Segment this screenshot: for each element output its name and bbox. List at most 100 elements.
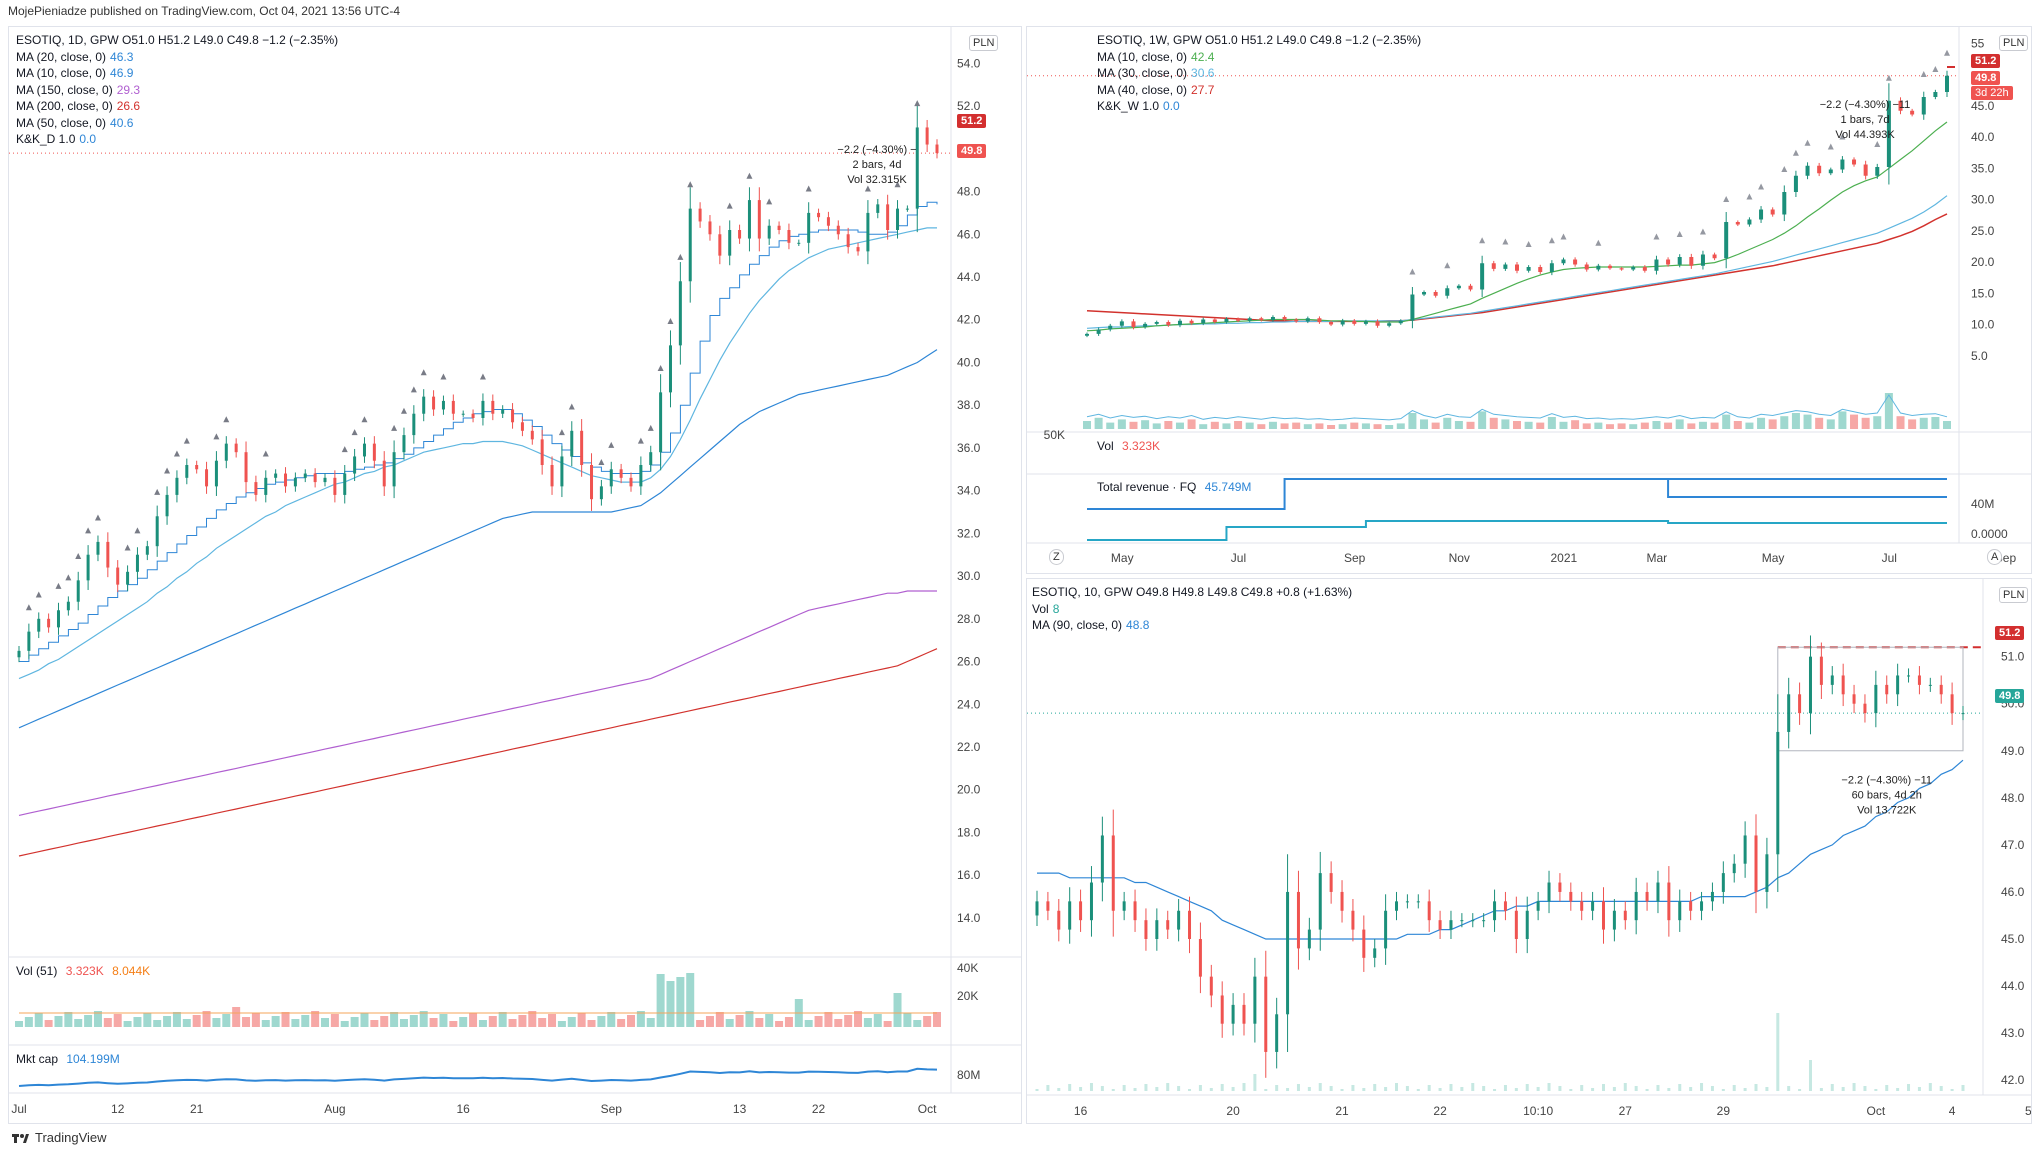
daily-legend-key: MA (150, close, 0) bbox=[16, 82, 113, 97]
daily-candle bbox=[619, 469, 623, 478]
weekly-zoom-button[interactable]: Z bbox=[1049, 549, 1064, 565]
daily-candle bbox=[609, 469, 613, 487]
weekly-x-tick-label: Sep bbox=[1344, 551, 1366, 565]
daily-mktcap-legend: Mkt cap 104.199M bbox=[16, 1052, 120, 1066]
daily-volume-bar bbox=[587, 1020, 596, 1027]
daily-candle bbox=[501, 409, 505, 414]
daily-kk-marker bbox=[400, 407, 407, 414]
daily-kk-marker bbox=[351, 429, 358, 436]
intraday-candle bbox=[1449, 920, 1453, 930]
weekly-volume-ma-line bbox=[1086, 394, 1948, 421]
daily-chart-panel[interactable]: 54.0 52.0 48.0 46.0 44.0 42.0 40.0 38.0 36.0 34.0… bbox=[8, 26, 1022, 1124]
weekly-auto-scale-button[interactable]: A bbox=[1987, 549, 2003, 565]
weekly-candle bbox=[1085, 333, 1089, 336]
daily-volume-bar bbox=[863, 1018, 872, 1027]
weekly-kk-marker bbox=[1676, 231, 1683, 237]
daily-volume-bar bbox=[123, 1021, 132, 1027]
daily-ma50-line bbox=[18, 349, 938, 729]
weekly-kk-marker bbox=[1444, 262, 1451, 269]
daily-kk-marker bbox=[35, 591, 42, 598]
intraday-currency-badge[interactable]: PLN bbox=[1999, 587, 2029, 603]
weekly-y-tick-label: 5.0 bbox=[1971, 349, 1988, 363]
daily-volume-bar bbox=[409, 1015, 418, 1027]
weekly-x-tick-label: May bbox=[1762, 551, 1785, 565]
intraday-candle bbox=[1035, 901, 1039, 916]
weekly-chart-panel[interactable]: 55 45.0 40.0 35.0 30.0 25.0 20.0 15.0 10.0 5.0 May… bbox=[1026, 26, 2032, 574]
daily-volume-bar bbox=[399, 1019, 408, 1027]
daily-x-tick-label: 13 bbox=[733, 1102, 747, 1116]
intraday-y-tick-label: 49.0 bbox=[2001, 744, 2025, 758]
intraday-y-tick-label: 48.0 bbox=[2001, 791, 2025, 805]
weekly-volume-bar bbox=[1431, 422, 1440, 429]
daily-kk-marker bbox=[637, 437, 644, 444]
intraday-candle bbox=[1089, 882, 1093, 921]
weekly-kk-marker bbox=[1723, 196, 1730, 202]
intraday-volume-bar bbox=[1395, 1083, 1399, 1091]
weekly-candle bbox=[1538, 267, 1543, 272]
daily-volume-bar bbox=[350, 1017, 359, 1027]
daily-candle bbox=[856, 247, 860, 252]
weekly-kk-marker bbox=[1758, 183, 1765, 190]
daily-legend-value: 46.3 bbox=[110, 49, 134, 64]
daily-candle bbox=[86, 554, 90, 581]
intraday-candle bbox=[1732, 863, 1736, 874]
weekly-candle bbox=[1236, 318, 1241, 321]
intraday-chart-svg[interactable]: 51.050.049.048.047.046.045.044.043.042.0… bbox=[1027, 579, 2031, 1123]
weekly-candle bbox=[1793, 175, 1798, 192]
daily-candle bbox=[905, 208, 909, 210]
weekly-kk-marker bbox=[1699, 228, 1706, 235]
intraday-volume-bar bbox=[1743, 1088, 1747, 1091]
intraday-volume-bar bbox=[1133, 1088, 1137, 1091]
daily-candle bbox=[313, 473, 317, 483]
weekly-candle bbox=[1503, 264, 1508, 269]
weekly-volume-bar bbox=[1605, 424, 1614, 429]
weekly-legend-value: 42.4 bbox=[1191, 49, 1215, 64]
footer-text: TradingView bbox=[35, 1130, 107, 1145]
daily-volume-bar bbox=[261, 1020, 270, 1027]
weekly-candle bbox=[1747, 219, 1752, 225]
weekly-volume-bar bbox=[1234, 421, 1243, 429]
daily-chart-svg[interactable]: 54.0 52.0 48.0 46.0 44.0 42.0 40.0 38.0 36.0 34.0… bbox=[9, 27, 1021, 1123]
weekly-candle bbox=[1526, 267, 1531, 271]
daily-candle bbox=[560, 456, 564, 487]
weekly-last-price-label: 49.8 bbox=[1971, 71, 2001, 85]
daily-volume-bar bbox=[933, 1012, 941, 1027]
intraday-volume-bar bbox=[1351, 1085, 1355, 1091]
daily-volume-bar bbox=[903, 1013, 912, 1027]
intraday-measure-box bbox=[1777, 646, 1964, 752]
daily-candle bbox=[925, 127, 929, 145]
intraday-candle bbox=[1743, 835, 1747, 864]
weekly-volume-bar bbox=[1687, 423, 1696, 429]
intraday-chart-panel[interactable]: 51.0 50.0 49.0 48.0 47.0 46.0 45.0 44.0 43.0 42.0… bbox=[1026, 578, 2032, 1124]
intraday-volume-bar bbox=[1286, 1088, 1290, 1091]
weekly-currency-badge[interactable]: PLN bbox=[1999, 35, 2029, 51]
intraday-volume-bar bbox=[1667, 1088, 1671, 1091]
weekly-chart-svg[interactable]: 55 45.0 40.0 35.0 30.0 25.0 20.0 15.0 10.0 5.0 May… bbox=[1027, 27, 2031, 573]
weekly-candle bbox=[1596, 265, 1601, 270]
weekly-kk-marker bbox=[1479, 237, 1486, 244]
daily-volume-bar bbox=[784, 1017, 793, 1027]
daily-kk-marker bbox=[134, 527, 141, 534]
weekly-candle bbox=[1712, 254, 1717, 259]
weekly-volume-bar bbox=[1489, 417, 1498, 429]
daily-volume-bar bbox=[133, 1017, 142, 1027]
weekly-volume-bar bbox=[1617, 423, 1626, 429]
intraday-candle bbox=[1874, 684, 1878, 714]
weekly-volume-bar bbox=[1571, 420, 1580, 429]
daily-legend-value: 29.3 bbox=[116, 82, 141, 97]
daily-candle bbox=[846, 234, 850, 248]
weekly-candle bbox=[1561, 259, 1566, 264]
daily-candle bbox=[451, 400, 455, 414]
daily-volume-bar bbox=[636, 1011, 645, 1027]
weekly-volume-bar bbox=[1420, 419, 1429, 429]
intraday-candle bbox=[1198, 939, 1202, 977]
weekly-ma10-line bbox=[1086, 121, 1948, 332]
daily-volume-bar bbox=[192, 1015, 201, 1027]
intraday-candle bbox=[1601, 901, 1605, 930]
daily-currency-badge[interactable]: PLN bbox=[969, 35, 999, 51]
intraday-volume-bar bbox=[1907, 1084, 1911, 1091]
daily-volume-bar bbox=[666, 981, 675, 1027]
daily-candle bbox=[935, 144, 939, 154]
intraday-candle bbox=[1242, 1004, 1246, 1024]
intraday-candle bbox=[1689, 901, 1693, 911]
